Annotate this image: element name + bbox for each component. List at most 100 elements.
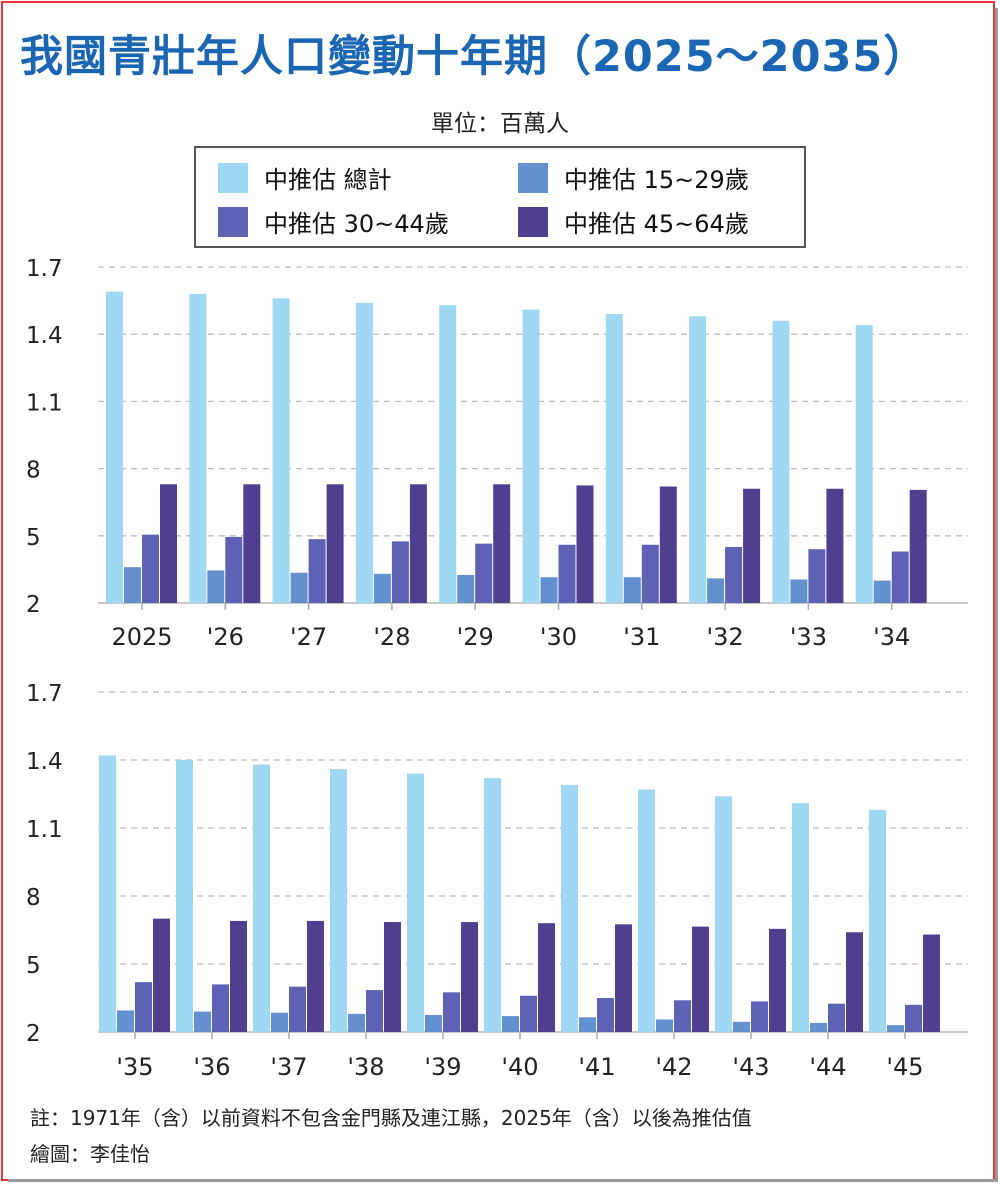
bar-45-64 (615, 924, 632, 1032)
x-tick-label: '30 (540, 623, 577, 651)
bar-30-44 (597, 998, 614, 1032)
legend-item-15-29: 中推估 15~29歲 (518, 160, 749, 195)
bar-15-29 (502, 1016, 519, 1032)
bar-total (689, 316, 707, 603)
bar-45-64 (307, 920, 324, 1032)
legend-swatch-45-64 (518, 206, 548, 237)
bar-30-44 (808, 549, 826, 603)
legend-item-30-44: 中推估 30~44歲 (218, 204, 449, 239)
y-tick-label: 1.4 (26, 323, 63, 349)
bar-total (189, 293, 207, 603)
bar-30-44 (475, 543, 493, 603)
bar-15-29 (290, 572, 308, 603)
legend-item-45-64: 中推估 45~64歲 (518, 204, 749, 239)
x-tick-label: '31 (623, 623, 660, 651)
x-tick-label: 2025 (111, 623, 172, 651)
bar-45-64 (153, 918, 170, 1032)
bar-15-29 (810, 1022, 827, 1032)
bar-15-29 (194, 1011, 211, 1032)
bar-total (253, 764, 270, 1032)
legend-label-total: 中推估 總計 (264, 166, 392, 194)
footnote-credit: 繪圖：李佳怡 (30, 1142, 150, 1166)
bar-15-29 (124, 567, 141, 603)
bar-30-44 (142, 534, 159, 603)
bar-30-44 (212, 984, 229, 1032)
bar-45-64 (538, 923, 555, 1032)
x-tick-label: '33 (790, 623, 827, 651)
y-tick-label: 8 (26, 885, 41, 911)
y-tick-label: 5 (26, 953, 41, 979)
bar-45-64 (769, 928, 786, 1032)
bar-30-44 (135, 982, 152, 1032)
bar-30-44 (891, 551, 909, 603)
bar-45-64 (576, 485, 594, 603)
x-tick-label: '34 (873, 623, 910, 651)
bar-30-44 (520, 995, 537, 1032)
bar-15-29 (707, 578, 725, 603)
bar-15-29 (790, 579, 808, 603)
bar-15-29 (271, 1012, 288, 1032)
bar-total (638, 789, 655, 1032)
bar-total (561, 784, 578, 1032)
bar-30-44 (751, 1001, 768, 1032)
legend-swatch-15-29 (518, 162, 548, 193)
legend-label-15-29: 中推估 15~29歲 (564, 166, 749, 194)
bar-45-64 (461, 922, 478, 1032)
bar-45-64 (846, 932, 863, 1032)
bar-30-44 (725, 547, 743, 603)
bar-15-29 (117, 1010, 134, 1032)
bar-15-29 (348, 1013, 365, 1032)
bar-total (792, 803, 809, 1032)
bar-total (99, 755, 116, 1032)
legend-swatch-30-44 (218, 206, 248, 237)
x-tick-label: '40 (501, 1053, 538, 1081)
bar-30-44 (225, 536, 243, 603)
y-tick-label: 1.4 (26, 749, 63, 775)
bar-45-64 (384, 922, 401, 1032)
x-tick-label: '43 (732, 1053, 769, 1081)
bar-15-29 (887, 1025, 904, 1032)
legend-item-total: 中推估 總計 (218, 160, 392, 195)
chart-top: 2 5 8 1.1 1.4 1.7 2025 '26 '27 '28 '29 '30 '31 '32 '33… (0, 250, 1000, 660)
x-tick-label: '36 (193, 1053, 230, 1081)
bar-total (715, 796, 732, 1032)
x-tick-label: '42 (655, 1053, 692, 1081)
bar-total (772, 320, 790, 603)
bar-15-29 (425, 1015, 442, 1032)
bar-15-29 (457, 575, 475, 603)
bar-45-64 (326, 484, 344, 603)
legend-label-45-64: 中推估 45~64歲 (564, 210, 749, 238)
bar-45-64 (743, 488, 761, 603)
y-tick-label: 1.7 (26, 256, 63, 282)
bar-30-44 (828, 1003, 845, 1032)
bar-45-64 (409, 484, 427, 603)
bar-total (439, 305, 457, 603)
x-tick-label: '37 (270, 1053, 307, 1081)
bar-total (855, 325, 873, 603)
x-tick-label: '26 (207, 623, 244, 651)
bar-30-44 (641, 544, 659, 603)
bar-30-44 (289, 986, 306, 1032)
bar-30-44 (391, 541, 409, 603)
x-tick-label: '32 (707, 623, 744, 651)
chart-title: 我國青壯年人口變動十年期（2025～2035） (20, 32, 928, 82)
bar-total (522, 309, 540, 603)
bar-45-64 (230, 920, 247, 1032)
chart-bottom: 2 5 8 1.1 1.4 1.7 '35 '36 '37 '38 '39 '40 '41 '42 '43 '… (0, 675, 1000, 1095)
bar-15-29 (207, 570, 225, 603)
x-tick-label: '41 (578, 1053, 615, 1081)
x-tick-label: '44 (809, 1053, 846, 1081)
bar-total (272, 298, 290, 603)
y-tick-label: 5 (26, 525, 41, 551)
bar-45-64 (692, 926, 709, 1032)
bar-45-64 (243, 484, 261, 603)
y-tick-label: 2 (26, 592, 41, 618)
x-tick-label: '38 (347, 1053, 384, 1081)
bar-total (484, 778, 501, 1032)
bar-30-44 (558, 544, 576, 603)
bar-30-44 (905, 1004, 922, 1032)
legend-swatch-total (218, 162, 248, 193)
footnote-note: 註：1971年（含）以前資料不包含金門縣及連江縣，2025年（含）以後為推估值 (30, 1106, 752, 1130)
chart-bottom-svg: 2 5 8 1.1 1.4 1.7 '35 '36 '37 '38 '39 '40 '41 '42 '43 '… (26, 681, 968, 1081)
x-tick-label: '39 (424, 1053, 461, 1081)
